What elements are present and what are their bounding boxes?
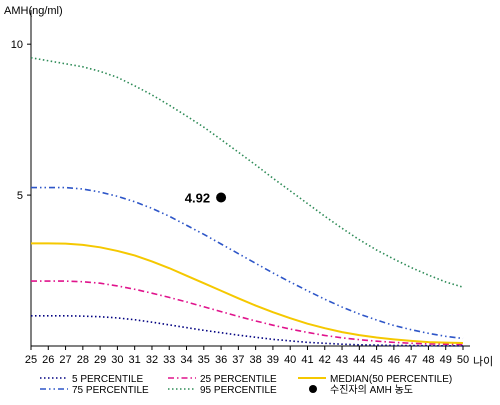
x-tick-label: 49 <box>440 354 452 366</box>
x-tick-label: 28 <box>77 354 89 366</box>
x-tick-label: 44 <box>353 354 365 366</box>
x-tick-label: 33 <box>163 354 175 366</box>
x-tick-label: 50 <box>457 354 469 366</box>
series-line-3 <box>31 186 464 340</box>
x-tick-label: 45 <box>370 354 382 366</box>
axes <box>30 10 470 347</box>
y-tick-label: 5 <box>17 190 23 202</box>
x-axis-label: 나이 <box>473 355 493 368</box>
legend-label: 75 PERCENTILE <box>72 385 149 396</box>
axis-ticks: 25 26 27 28 29 30 31 32 33 34 35 36 37 38 39 40 41 42 43 44… <box>11 39 469 366</box>
y-tick-label: 10 <box>11 39 23 51</box>
x-tick-label: 46 <box>388 354 400 366</box>
y-axis-label: AMH(ng/ml) <box>4 5 63 17</box>
x-tick-label: 37 <box>232 354 244 366</box>
x-tick-label: 34 <box>180 354 192 366</box>
x-tick-label: 47 <box>405 354 417 366</box>
x-tick-label: 32 <box>146 354 158 366</box>
x-tick-label: 39 <box>267 354 279 366</box>
series-line-0 <box>31 315 463 347</box>
points-layer: 4.92 <box>185 191 227 206</box>
x-tick-label: 29 <box>94 354 106 366</box>
x-tick-label: 41 <box>301 354 313 366</box>
x-tick-label: 40 <box>284 354 296 366</box>
series-line-2 <box>31 242 464 344</box>
legend-label: MEDIAN(50 PERCENTILE) <box>330 374 452 385</box>
legend-point-swatch <box>309 385 317 393</box>
patient-amh-point-label: 4.92 <box>185 191 210 206</box>
x-tick-label: 27 <box>59 354 71 366</box>
series-layer <box>30 56 464 347</box>
series-line-4 <box>30 56 464 288</box>
x-tick-label: 36 <box>215 354 227 366</box>
legend-label: 95 PERCENTILE <box>200 385 277 396</box>
x-tick-label: 26 <box>42 354 54 366</box>
x-tick-label: 48 <box>422 354 434 366</box>
legend-label: 25 PERCENTILE <box>200 374 277 385</box>
legend: 5 PERCENTILE 25 PERCENTILE MEDIAN(50 PERCE… <box>40 374 452 396</box>
patient-amh-point <box>216 192 227 203</box>
legend-label: 수진자의 AMH 농도 <box>330 384 413 396</box>
legend-label: 5 PERCENTILE <box>72 374 143 385</box>
series-line-1 <box>31 280 464 346</box>
x-tick-label: 35 <box>198 354 210 366</box>
x-tick-label: 25 <box>25 354 37 366</box>
x-tick-label: 43 <box>336 354 348 366</box>
x-tick-label: 42 <box>319 354 331 366</box>
x-tick-label: 30 <box>111 354 123 366</box>
x-tick-label: 38 <box>250 354 262 366</box>
x-tick-label: 31 <box>129 354 141 366</box>
